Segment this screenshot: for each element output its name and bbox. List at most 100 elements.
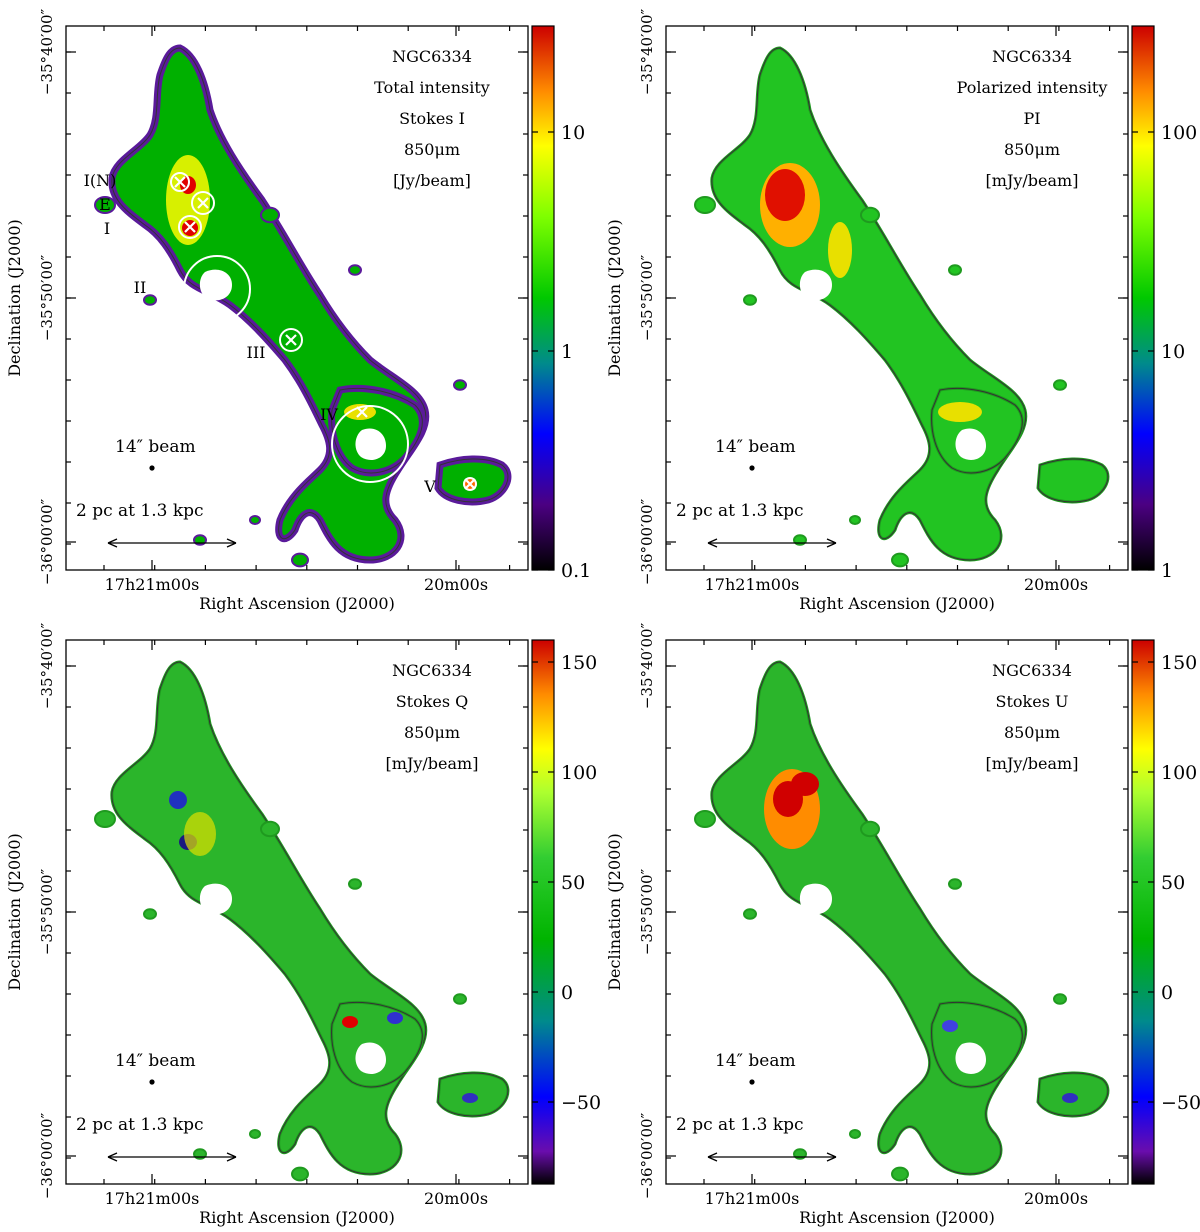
emission-clump — [94, 196, 116, 214]
bright-regions — [764, 769, 1078, 1103]
emission-clump — [860, 206, 880, 224]
emission-clump — [694, 196, 716, 214]
ra-tick-label: 17h21m00s — [105, 575, 200, 594]
colorbar-tick-label: 100 — [1161, 762, 1197, 784]
source-cross — [464, 478, 476, 490]
emission-clump — [891, 1166, 909, 1182]
dec-tick-label: −35°50′00″ — [38, 868, 56, 955]
panel-label-line: 850μm — [404, 140, 460, 159]
colorbar-tick-label: 100 — [561, 762, 597, 784]
contour-line — [711, 47, 1027, 561]
dec-tick-label: −36°00′00″ — [38, 1112, 56, 1199]
source-label: I(N) — [84, 171, 117, 190]
source-cross — [356, 406, 368, 418]
panel-label-line: Polarized intensity — [957, 78, 1108, 97]
filament-region — [710, 46, 1028, 562]
bright-regions — [760, 163, 982, 422]
ra-tick-label: 20m00s — [424, 575, 488, 594]
panel-label-line: PI — [1023, 109, 1040, 128]
scale-bar-label: 2 pc at 1.3 kpc — [76, 501, 204, 521]
emission-clump — [260, 820, 280, 838]
dec-tick-label: −35°40′00″ — [38, 8, 56, 95]
source-cross — [174, 176, 186, 188]
emission-clump — [453, 993, 467, 1005]
beam-marker — [749, 465, 755, 471]
source-cross — [197, 197, 209, 209]
source-circle — [170, 172, 190, 192]
source-label: IV — [320, 405, 338, 424]
filament-region — [108, 44, 430, 564]
negative-spot — [942, 1020, 958, 1032]
colorbar-tick-label: −50 — [561, 1092, 600, 1114]
hot-spot — [791, 772, 819, 796]
panel-label-line: Stokes Q — [396, 692, 469, 711]
contour-line — [111, 47, 427, 561]
emission-clump — [260, 206, 280, 224]
emission-clump — [860, 820, 880, 838]
map-image — [94, 660, 510, 1182]
cavity — [955, 1042, 986, 1074]
panel-label-line: Total intensity — [374, 78, 490, 97]
dec-tick-label: −35°50′00″ — [38, 254, 56, 341]
scale-bar-label: 2 pc at 1.3 kpc — [676, 501, 804, 521]
colorbar — [1131, 25, 1155, 571]
colorbar-tick-label: 0.1 — [561, 560, 591, 582]
cavity — [199, 269, 232, 301]
beam-label: 14″ beam — [715, 1051, 796, 1071]
contour-line — [711, 661, 1027, 1175]
beam-marker — [149, 465, 155, 471]
contour-line — [931, 387, 1023, 474]
contour-line — [437, 458, 509, 503]
x-axis-title: Right Ascension (J2000) — [199, 594, 395, 613]
source-cross — [184, 221, 196, 233]
y-axis-title: Declination (J2000) — [605, 219, 624, 377]
source-circle — [463, 477, 477, 491]
emission-clump — [1053, 993, 1067, 1005]
panel-label-line: NGC6334 — [992, 661, 1072, 680]
stokes-q-map: 17h21m00s 20m00s −35°40′00″ −35°50′00″ −36°0… — [5, 622, 601, 1227]
ra-tick-label: 17h21m00s — [705, 1189, 800, 1208]
bright-core — [344, 404, 376, 420]
colorbar-tick-label: 50 — [561, 872, 585, 894]
panel-label-line: [mJy/beam] — [986, 754, 1079, 773]
panel-label-line: Stokes U — [996, 692, 1069, 711]
negative-spot — [462, 1093, 478, 1103]
beam-marker — [149, 1079, 155, 1085]
bright-regions — [169, 791, 478, 1103]
colorbar-tick-label: 10 — [561, 122, 585, 144]
colorbar-tick-label: 0 — [1161, 982, 1173, 1004]
y-axis-title: Declination (J2000) — [5, 219, 24, 377]
ra-tick-label: 17h21m00s — [705, 575, 800, 594]
source-label: E — [99, 195, 111, 214]
y-axis-title: Declination (J2000) — [605, 833, 624, 991]
ra-tick-label: 20m00s — [424, 1189, 488, 1208]
source-circle — [191, 191, 215, 215]
colorbar-tick-label: 0 — [561, 982, 573, 1004]
source-circle — [331, 405, 409, 483]
contour-line — [111, 661, 427, 1175]
emission-clump — [94, 810, 116, 828]
map-image — [694, 660, 1110, 1182]
source-label: V — [423, 477, 436, 496]
scale-bar-arrowheads — [107, 1152, 237, 1162]
panel-label-line: Stokes I — [399, 109, 465, 128]
contour-line — [331, 1001, 423, 1088]
polarized-intensity-map: 17h21m00s 20m00s −35°40′00″ −35°50′00″ −36°0… — [605, 8, 1197, 613]
source-cross — [285, 334, 297, 346]
ra-tick-label: 20m00s — [1024, 1189, 1088, 1208]
beam-marker — [749, 1079, 755, 1085]
emission-clump — [849, 1129, 861, 1139]
scale-bar-label: 2 pc at 1.3 kpc — [76, 1115, 204, 1135]
emission-clump — [249, 1129, 261, 1139]
dec-tick-label: −35°50′00″ — [638, 868, 656, 955]
panel-label-line: NGC6334 — [992, 47, 1072, 66]
scale-bar-arrowheads — [107, 538, 237, 548]
emission-clump — [948, 264, 962, 276]
scale-bar-arrowheads — [707, 538, 837, 548]
panel-stokes-i: 17h21m00s 20m00s −35°40′00″ −35°50′00″ −36°0… — [0, 0, 600, 614]
bright-core — [184, 812, 216, 856]
source-circle — [183, 255, 251, 323]
bright-core — [828, 222, 852, 278]
colorbar-tick-label: 50 — [1161, 872, 1185, 894]
ra-tick-label: 17h21m00s — [105, 1189, 200, 1208]
